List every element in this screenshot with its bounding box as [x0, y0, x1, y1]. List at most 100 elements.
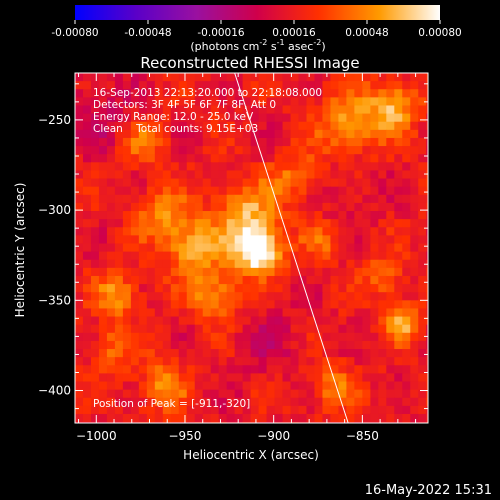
heatmap-cell	[370, 413, 379, 423]
heatmap-cell	[90, 121, 100, 131]
heatmap-cell	[370, 357, 379, 366]
heatmap-cell	[130, 219, 140, 228]
heatmap-cell	[378, 413, 387, 423]
heatmap-cell	[402, 137, 411, 147]
heatmap-cell	[75, 235, 84, 244]
heatmap-cell	[386, 430, 394, 439]
heatmap-cell	[98, 316, 108, 326]
heatmap-cell	[154, 154, 164, 163]
heatmap-cell	[330, 170, 339, 179]
heatmap-cell	[186, 227, 196, 236]
heatmap-cell	[154, 324, 164, 334]
heatmap-cell	[386, 332, 395, 342]
heatmap-cell	[282, 178, 291, 188]
x-tick-label: −1000	[76, 429, 117, 443]
heatmap-cell	[330, 81, 339, 90]
heatmap-cell	[242, 316, 252, 326]
heatmap-cell	[322, 219, 331, 228]
heatmap-cell	[250, 373, 259, 382]
heatmap-cell	[90, 227, 100, 236]
heatmap-cell	[234, 219, 244, 228]
heatmap-cell	[194, 89, 204, 98]
heatmap-cell	[226, 170, 236, 179]
heatmap-cell	[114, 275, 124, 285]
heatmap-cell	[234, 137, 244, 147]
heatmap-cell	[402, 170, 411, 179]
heatmap-cell	[346, 89, 355, 98]
heatmap-cell	[426, 405, 428, 415]
heatmap-cell	[434, 252, 442, 261]
heatmap-cell	[282, 357, 291, 366]
heatmap-cell	[218, 121, 228, 131]
heatmap-cell	[306, 357, 315, 366]
heatmap-cell	[258, 413, 267, 423]
heatmap-cell	[346, 413, 355, 423]
heatmap-cell	[98, 373, 108, 382]
heatmap-cell	[354, 308, 363, 317]
heatmap-cell	[354, 113, 363, 123]
heatmap-cell	[75, 243, 84, 253]
heatmap-cell	[362, 251, 371, 261]
heatmap-cell	[282, 146, 291, 155]
heatmap-cell	[290, 405, 299, 415]
heatmap-cell	[338, 89, 347, 98]
heatmap-cell	[394, 162, 403, 171]
heatmap-cell	[290, 259, 299, 269]
heatmap-cell	[434, 170, 442, 179]
heatmap-cell	[322, 267, 331, 277]
heatmap-cell	[274, 73, 283, 82]
heatmap-cell	[186, 340, 196, 350]
heatmap-cell	[210, 235, 220, 244]
heatmap-cell	[282, 284, 291, 293]
heatmap-cell	[378, 186, 387, 196]
x-tick-label: −900	[257, 429, 290, 443]
heatmap-cell	[146, 381, 156, 391]
heatmap-cell	[98, 324, 108, 334]
heatmap-cell	[354, 178, 363, 188]
heatmap-cell	[386, 365, 395, 374]
heatmap-cell	[330, 235, 339, 244]
heatmap-cell	[154, 397, 164, 407]
heatmap-cell	[362, 324, 371, 334]
heatmap-cell	[290, 202, 299, 212]
heatmap-cell	[410, 243, 419, 253]
heatmap-cell	[234, 146, 244, 155]
heatmap-cell	[298, 162, 307, 171]
heatmap-cell	[362, 113, 371, 123]
heatmap-cell	[242, 162, 252, 171]
heatmap-cell	[82, 357, 92, 366]
heatmap-cell	[170, 178, 180, 188]
heatmap-cell	[378, 97, 387, 106]
heatmap-cell	[75, 259, 84, 269]
heatmap-cell	[354, 413, 363, 423]
heatmap-cell	[82, 105, 92, 114]
heatmap-cell	[162, 162, 172, 171]
heatmap-cell	[226, 89, 236, 98]
heatmap-cell	[394, 81, 403, 90]
heatmap-cell	[234, 365, 244, 374]
heatmap-cell	[426, 430, 434, 439]
heatmap-cell	[226, 105, 236, 114]
heatmap-cell	[186, 397, 196, 407]
heatmap-cell	[314, 154, 323, 163]
heatmap-cell	[298, 365, 307, 374]
heatmap-cell	[114, 251, 124, 261]
heatmap-cell	[122, 235, 132, 244]
heatmap-cell	[362, 300, 371, 309]
heatmap-cell	[226, 332, 236, 342]
heatmap-cell	[146, 373, 156, 382]
heatmap-cell	[370, 186, 379, 196]
heatmap-cell	[162, 227, 172, 236]
heatmap-cell	[418, 219, 427, 228]
heatmap-cell	[194, 365, 204, 374]
heatmap-cell	[434, 73, 442, 82]
heatmap-cell	[314, 129, 323, 139]
heatmap-cell	[250, 365, 259, 374]
heatmap-cell	[282, 129, 291, 139]
heatmap-cell	[218, 211, 228, 220]
heatmap-cell	[338, 121, 347, 131]
heatmap-cell	[394, 275, 403, 285]
heatmap-cell	[106, 340, 116, 350]
heatmap-cell	[226, 202, 236, 212]
heatmap-cell	[226, 219, 236, 228]
